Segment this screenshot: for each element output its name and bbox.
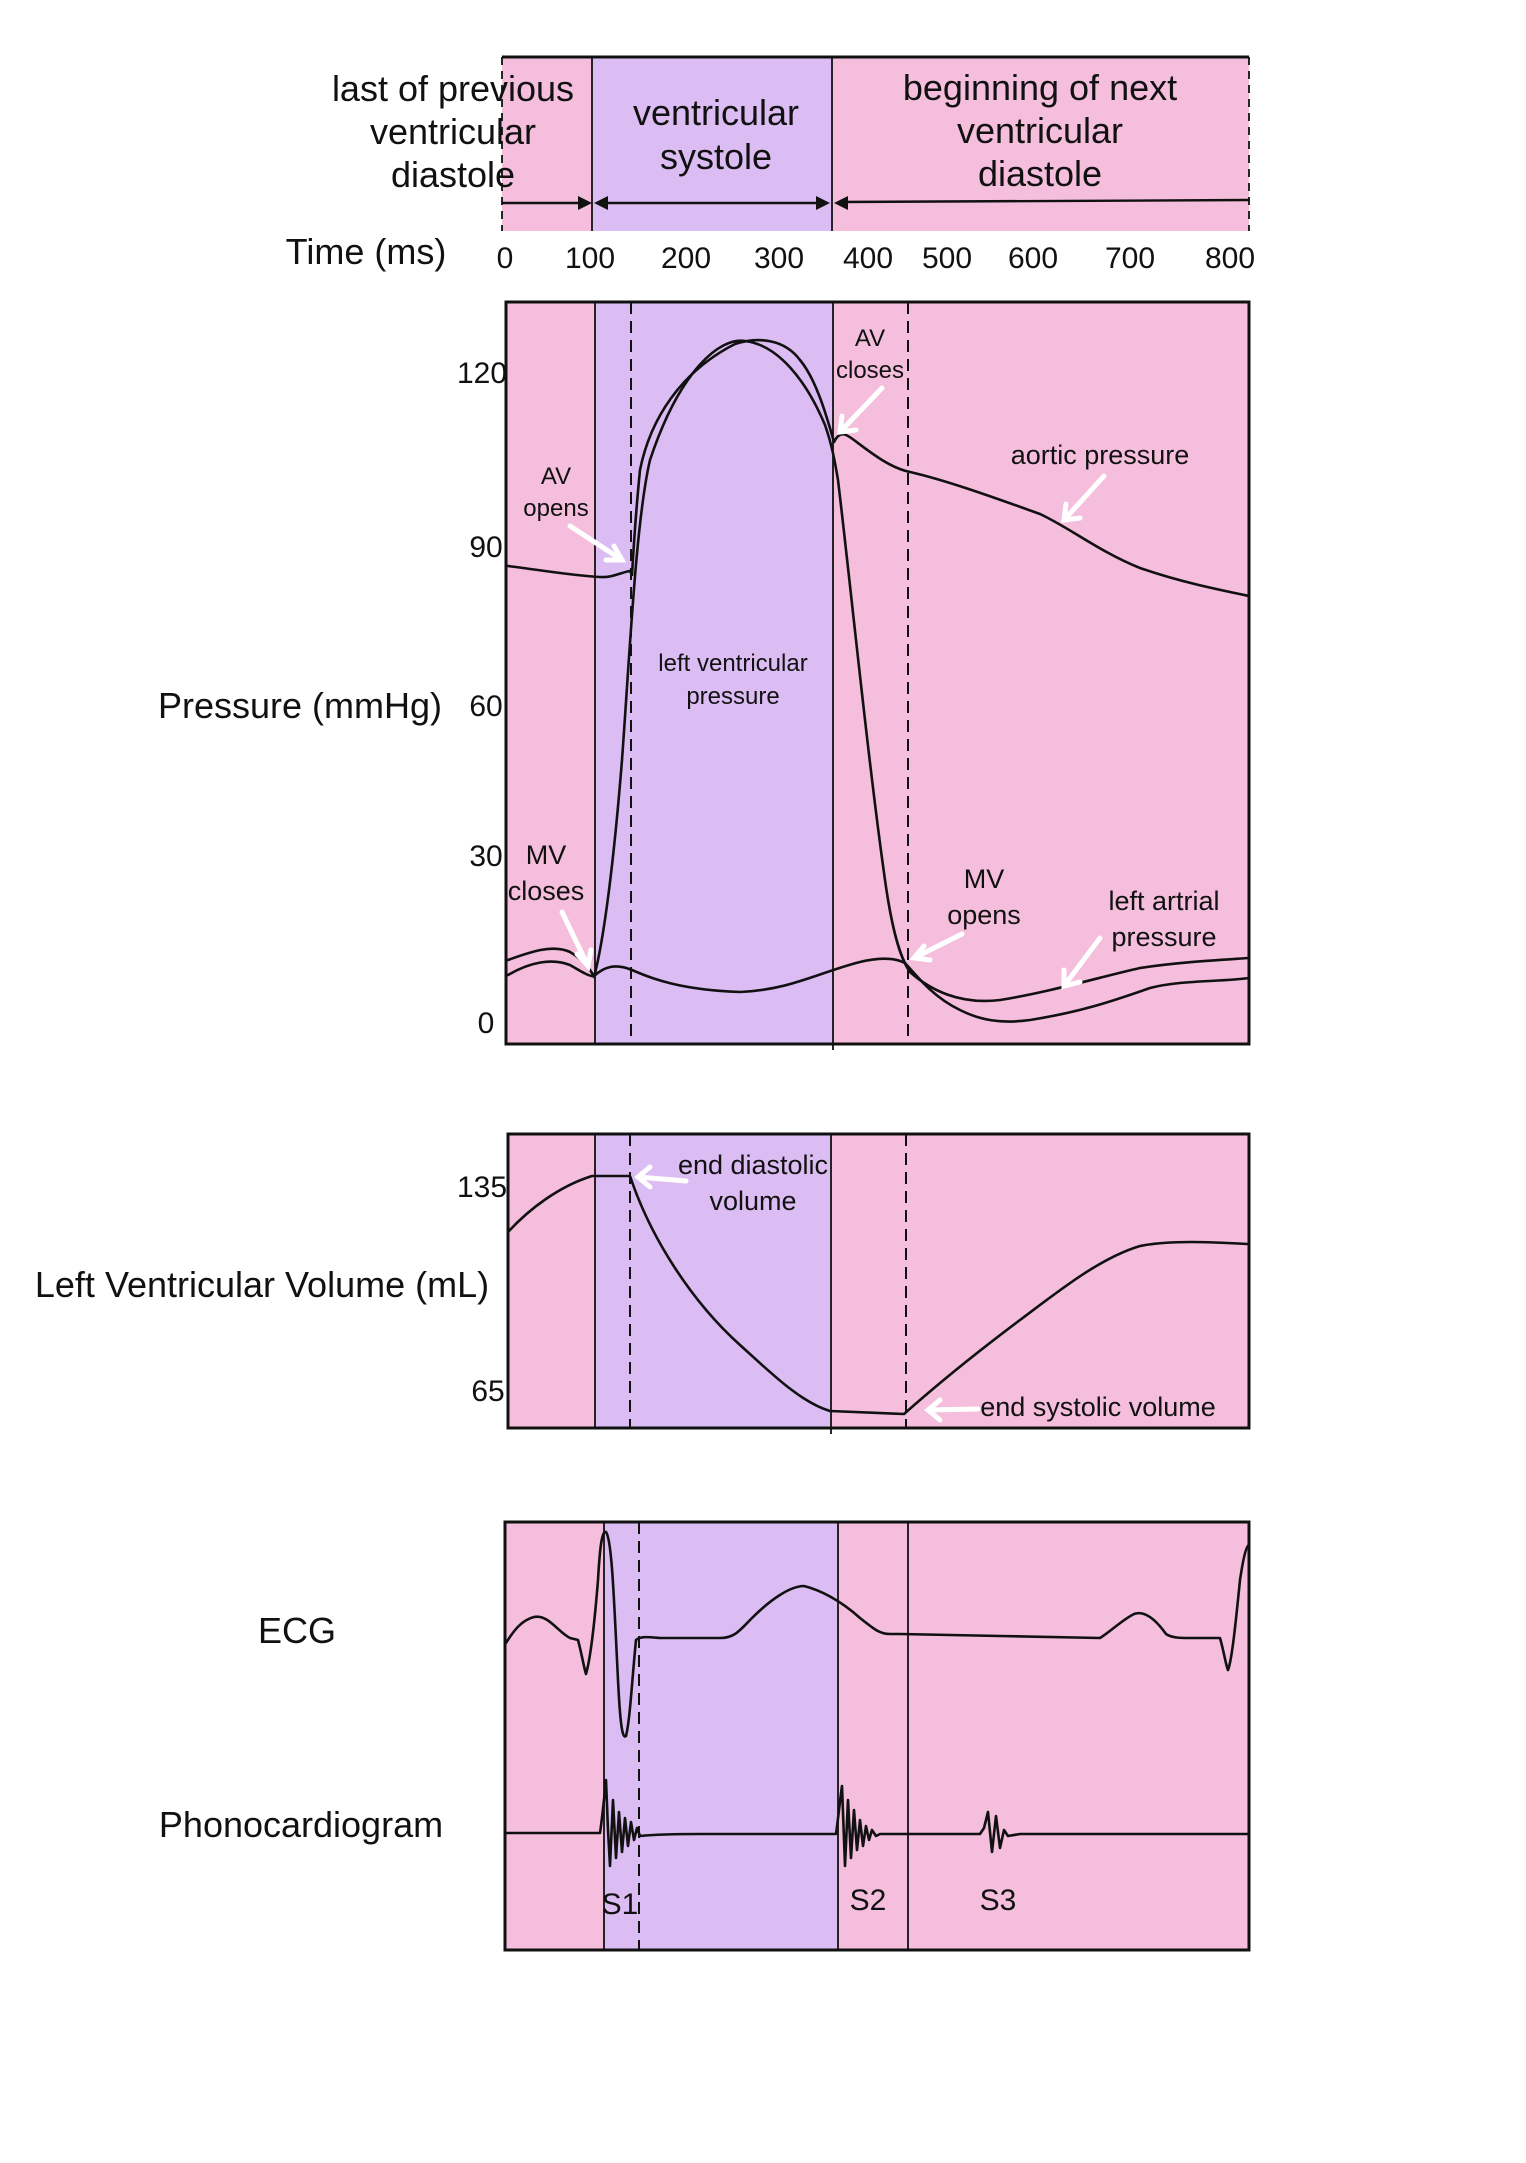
volume-frame: [506, 1132, 1251, 1430]
volume-previous-diastole-bg: [508, 1134, 595, 1428]
time-tick: 500: [922, 242, 972, 275]
time-tick: 0: [497, 242, 514, 275]
phase-label-next-diastole: beginning of next ventricular diastole: [903, 67, 1177, 194]
volume-axis-label: Left Ventricular Volume (mL): [35, 1264, 489, 1305]
volume-panel: Left Ventricular Volume (mL) 135 65 end …: [35, 1132, 1251, 1434]
text-line: opens: [947, 900, 1021, 930]
pressure-next-diastole-bg: [833, 302, 1249, 1044]
text-line: pressure: [1111, 922, 1216, 952]
end-diastolic-volume-label: end diastolic volume: [678, 1150, 828, 1216]
pressure-panel: Pressure (mmHg) 120 90 60 30 0 AV opens A…: [158, 300, 1251, 1050]
phonocardiogram-trace: [504, 1778, 1251, 1868]
text-line: beginning of next: [903, 67, 1177, 108]
text-line: left artrial: [1108, 886, 1219, 916]
pressure-tick: 120: [457, 357, 507, 390]
pressure-tick: 0: [478, 1007, 495, 1040]
mv-closes-label: MV closes: [508, 840, 585, 906]
time-axis-label: Time (ms): [286, 231, 447, 272]
pressure-previous-diastole-bg: [506, 302, 595, 1044]
text-line: systole: [660, 136, 772, 177]
ecg-systole-bg: [604, 1522, 838, 1950]
text-line: MV: [964, 864, 1005, 894]
text-line: AV: [855, 325, 885, 352]
phonocardiogram-label: Phonocardiogram: [159, 1804, 443, 1845]
text-line: left ventricular: [658, 650, 807, 677]
pressure-axis-ticks: 120 90 60 30 0: [457, 357, 507, 1040]
text-line: diastole: [978, 153, 1102, 194]
s1-label: S1: [602, 1888, 639, 1921]
ecg-label: ECG: [258, 1610, 336, 1651]
text-line: ventricular: [370, 111, 536, 152]
left-atrial-pressure-arrow: [1061, 935, 1103, 990]
text-line: volume: [709, 1186, 796, 1216]
s3-label: S3: [980, 1884, 1017, 1917]
time-axis: Time (ms) 0 100 200 300 400 500 600 700 800: [286, 231, 1255, 275]
text-line: ventricular: [633, 92, 799, 133]
left-atrial-pressure-label: left artrial pressure: [1108, 886, 1219, 952]
ecg-next-diastole-bg: [838, 1522, 1249, 1950]
text-line: ventricular: [957, 110, 1123, 151]
text-line: AV: [541, 463, 571, 490]
text-line: MV: [526, 840, 567, 870]
text-line: end diastolic: [678, 1150, 828, 1180]
mv-opens-label: MV opens: [947, 864, 1021, 930]
time-tick: 400: [843, 242, 893, 275]
mv-opens-arrow: [909, 931, 965, 963]
pressure-tick: 90: [469, 531, 502, 564]
volume-tick: 65: [471, 1375, 504, 1408]
left-ventricular-pressure-label: left ventricular pressure: [658, 650, 807, 710]
ecg-trace: [504, 1530, 1251, 1738]
phase-header: last of previous ventricular diastole vent…: [332, 55, 1250, 231]
aortic-pressure-curve: [506, 338, 1251, 598]
timeline-arrowhead-systole-left: [594, 196, 608, 210]
volume-systole-bg: [595, 1134, 831, 1428]
time-tick: 800: [1205, 242, 1255, 275]
left-ventricular-pressure-curve: [506, 339, 1251, 1003]
time-tick: 700: [1105, 242, 1155, 275]
volume-next-diastole-bg: [831, 1134, 1249, 1428]
text-line: closes: [836, 357, 904, 384]
text-line: diastole: [391, 154, 515, 195]
end-systolic-volume-label: end systolic volume: [980, 1392, 1216, 1422]
timeline-arrowhead-systole-right: [816, 196, 830, 210]
pressure-tick: 30: [469, 840, 502, 873]
phase-label-systole: ventricular systole: [633, 92, 799, 177]
text-line: last of previous: [332, 68, 574, 109]
timeline-arrows: [502, 196, 1250, 210]
aortic-pressure-arrow: [1061, 473, 1107, 523]
pressure-frame: [504, 300, 1251, 1046]
left-ventricular-volume-curve: [506, 1174, 1249, 1416]
pressure-axis-label: Pressure (mmHg): [158, 685, 442, 726]
timeline-arrowhead-next: [834, 196, 848, 210]
volume-tick: 135: [457, 1171, 507, 1204]
phase-label-previous-diastole: last of previous ventricular diastole: [332, 68, 574, 195]
ecg-frame: [503, 1520, 1251, 1952]
ecg-phono-panel: ECG Phonocardiogram S1 S2 S3: [159, 1520, 1251, 1952]
av-opens-arrow: [567, 523, 627, 563]
pressure-tick: 60: [469, 690, 502, 723]
text-line: closes: [508, 876, 585, 906]
pressure-systole-bg: [595, 302, 833, 1044]
av-closes-arrow: [837, 385, 885, 435]
timeline-arrow-next: [839, 198, 1250, 204]
timeline-arrowhead-prev: [578, 196, 592, 210]
time-tick: 200: [661, 242, 711, 275]
end-systolic-volume-arrow: [924, 1397, 981, 1423]
left-atrial-pressure-curve: [506, 957, 1251, 1023]
time-axis-ticks: 0 100 200 300 400 500 600 700 800: [497, 242, 1255, 275]
time-tick: 300: [754, 242, 804, 275]
av-closes-label: AV closes: [836, 325, 904, 384]
mv-closes-arrow: [559, 909, 594, 972]
end-diastolic-volume-arrow: [634, 1164, 689, 1190]
s2-label: S2: [850, 1884, 887, 1917]
aortic-pressure-label: aortic pressure: [1011, 440, 1190, 470]
text-line: opens: [523, 495, 588, 522]
text-line: pressure: [686, 683, 779, 710]
av-opens-label: AV opens: [523, 463, 588, 522]
time-tick: 600: [1008, 242, 1058, 275]
time-tick: 100: [565, 242, 615, 275]
ecg-previous-diastole-bg: [505, 1522, 604, 1950]
